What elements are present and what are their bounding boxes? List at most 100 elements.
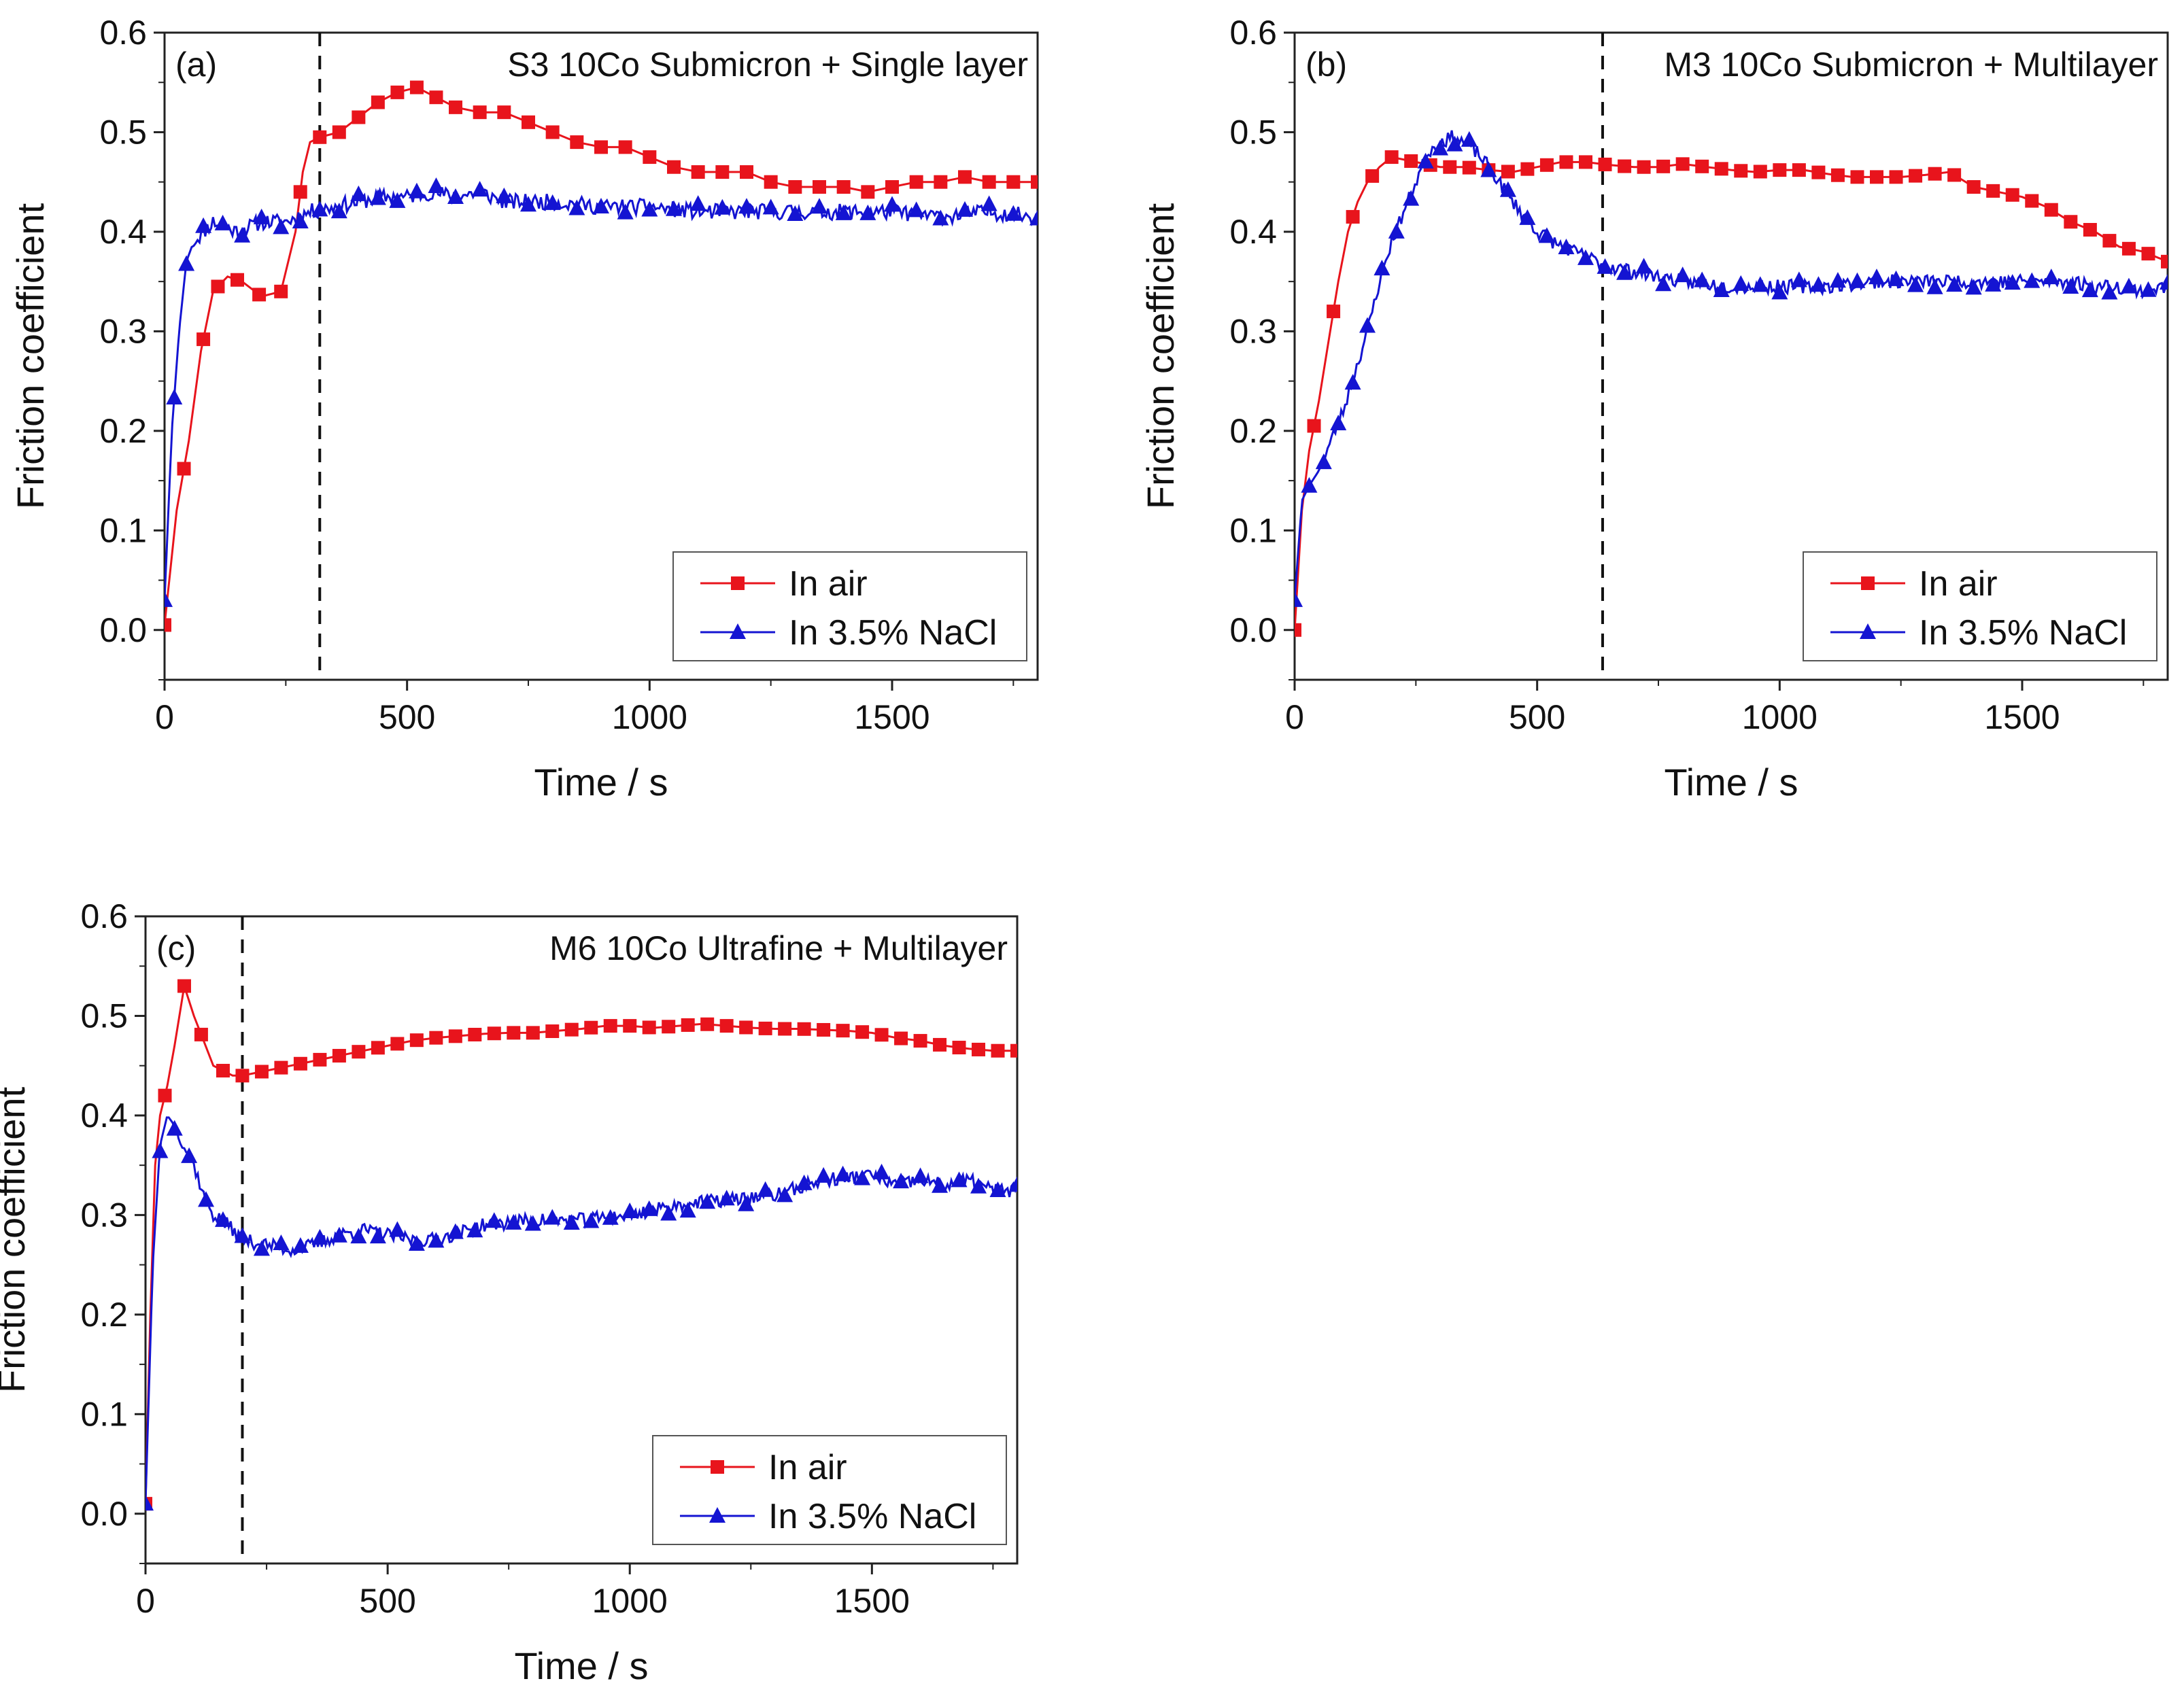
- data-point-square: [352, 110, 366, 124]
- data-point-square: [642, 1020, 656, 1035]
- data-point-triangle: [165, 591, 173, 607]
- data-point-square: [332, 125, 346, 139]
- chart-panel-1: 0.0 0.1 0.2 0.3 0.4 0.5 0.6 0 500 1000 1500 Time / …: [9, 14, 1039, 803]
- data-point-square: [584, 1020, 598, 1035]
- data-point-triangle: [1965, 279, 1982, 295]
- data-point-square: [293, 185, 307, 199]
- data-point-square: [972, 1042, 986, 1056]
- data-point-square: [1010, 1043, 1017, 1058]
- data-point-triangle: [544, 1209, 561, 1225]
- y-tick-label: 0.0: [99, 611, 147, 649]
- data-point-square: [1462, 160, 1476, 175]
- data-point-square: [1947, 168, 1962, 182]
- legend-label: In 3.5% NaCl: [789, 613, 997, 653]
- panel-label: (a): [175, 46, 217, 84]
- data-point-square: [158, 1088, 172, 1103]
- data-point-square: [1404, 154, 1418, 168]
- series-in-nacl: [1295, 130, 2168, 607]
- data-point-triangle: [1790, 271, 1807, 288]
- data-point-triangle: [1344, 374, 1361, 390]
- data-point-triangle: [2004, 274, 2021, 290]
- data-point-triangle: [1597, 258, 1614, 274]
- data-point-triangle: [699, 1193, 716, 1209]
- legend: In air In 3.5% NaCl: [1803, 551, 2157, 661]
- data-point-triangle: [932, 1177, 949, 1193]
- data-point-triangle: [617, 203, 634, 220]
- data-point-square: [473, 105, 487, 120]
- data-point-square: [1295, 623, 1301, 637]
- x-tick-label: 0: [155, 698, 174, 736]
- data-point-square: [1986, 184, 2000, 198]
- data-point-triangle: [273, 218, 290, 235]
- data-point-square: [1792, 163, 1806, 177]
- data-point-triangle: [970, 1177, 987, 1194]
- y-axis-title: Friction coefficient: [9, 203, 52, 509]
- data-point-square: [429, 1031, 443, 1045]
- x-tick-label: 1500: [1984, 698, 2060, 736]
- data-point-triangle: [2062, 278, 2079, 294]
- x-tick-label: 500: [1509, 698, 1565, 736]
- data-point-triangle: [1869, 269, 1885, 285]
- data-point-triangle: [666, 200, 682, 216]
- y-tick-label: 0.5: [1229, 113, 1277, 151]
- data-point-square: [788, 180, 802, 194]
- data-point-square: [197, 332, 211, 347]
- data-point-square: [2044, 203, 2058, 217]
- data-point-triangle: [198, 1191, 215, 1207]
- data-point-square: [1928, 167, 1942, 181]
- data-point-triangle: [908, 201, 925, 218]
- data-point-square: [934, 175, 948, 189]
- x-axis-title: Time / s: [534, 761, 668, 803]
- data-point-square: [643, 150, 657, 165]
- data-point-square: [235, 1069, 250, 1083]
- legend-label: In air: [768, 1448, 847, 1487]
- y-tick-label: 0.2: [99, 412, 147, 450]
- data-point-triangle: [989, 1181, 1006, 1198]
- legend-box: [652, 1435, 1007, 1545]
- data-point-square: [1384, 150, 1399, 165]
- data-point-triangle: [641, 201, 658, 217]
- data-point-triangle: [912, 1167, 929, 1183]
- data-point-triangle: [583, 1212, 600, 1228]
- data-point-triangle: [1446, 135, 1463, 152]
- data-point-triangle: [714, 198, 731, 215]
- data-point-square: [719, 1019, 734, 1033]
- data-point-square: [1811, 165, 1826, 179]
- legend-marker-square: [711, 1460, 724, 1474]
- data-point-triangle: [330, 1226, 347, 1243]
- data-point-triangle: [505, 1213, 522, 1230]
- x-tick-label: 0: [1285, 698, 1304, 736]
- data-point-square: [1559, 155, 1573, 169]
- data-point-square: [545, 125, 560, 139]
- data-point-square: [177, 462, 191, 476]
- data-point-triangle: [350, 185, 367, 201]
- data-point-triangle: [428, 177, 445, 193]
- data-point-square: [1909, 169, 1923, 183]
- legend: In air In 3.5% NaCl: [672, 551, 1027, 661]
- data-point-triangle: [544, 194, 561, 210]
- y-tick-label: 0.1: [1229, 511, 1277, 549]
- data-point-triangle: [1655, 275, 1672, 292]
- data-point-square: [764, 175, 778, 189]
- data-point-square: [522, 115, 535, 129]
- x-tick-label: 1500: [834, 1582, 910, 1620]
- data-point-triangle: [1946, 276, 1963, 292]
- data-point-triangle: [762, 198, 779, 215]
- data-point-triangle: [854, 1169, 871, 1186]
- y-tick-label: 0.4: [80, 1096, 128, 1135]
- data-point-triangle: [350, 1228, 367, 1244]
- data-point-triangle: [679, 1202, 696, 1218]
- data-point-square: [352, 1045, 366, 1059]
- plot-frame: [1293, 31, 2169, 681]
- data-point-square: [952, 1041, 966, 1055]
- data-point-triangle: [2024, 272, 2041, 288]
- data-point-square: [913, 1034, 927, 1048]
- data-point-square: [1618, 159, 1632, 173]
- y-tick-label: 0.1: [80, 1395, 128, 1433]
- series-in-air: [165, 80, 1038, 632]
- data-point-square: [165, 618, 171, 632]
- data-point-triangle: [893, 1173, 910, 1189]
- data-point-triangle: [428, 1232, 445, 1248]
- data-point-square: [2141, 247, 2155, 261]
- data-point-square: [2083, 222, 2097, 237]
